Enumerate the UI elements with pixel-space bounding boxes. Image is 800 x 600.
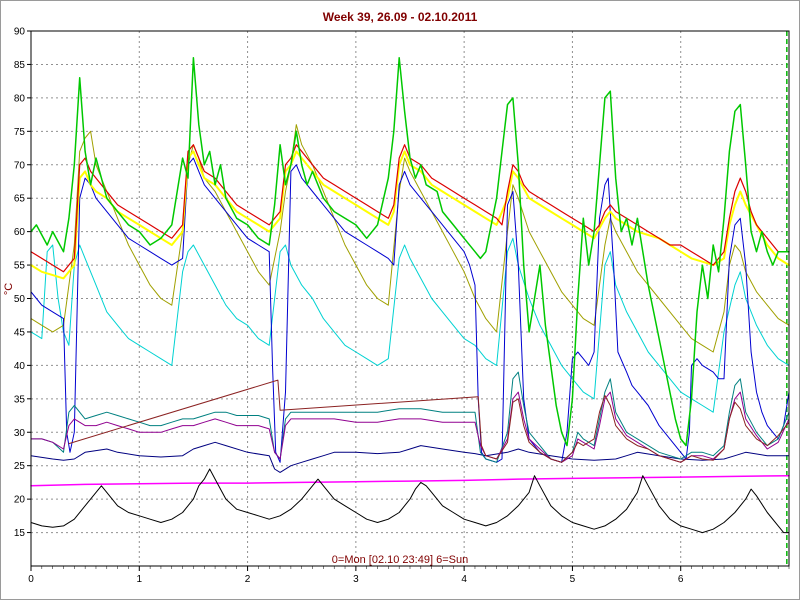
series-dark-red xyxy=(68,379,790,463)
series-red xyxy=(30,144,790,273)
svg-text:55: 55 xyxy=(14,261,26,272)
series-black xyxy=(30,468,790,534)
svg-text:2: 2 xyxy=(245,574,251,585)
svg-text:75: 75 xyxy=(14,127,26,138)
svg-text:30: 30 xyxy=(14,428,26,439)
svg-text:4: 4 xyxy=(461,574,467,585)
svg-text:60: 60 xyxy=(14,227,26,238)
svg-text:85: 85 xyxy=(14,60,26,71)
svg-text:65: 65 xyxy=(14,194,26,205)
series-magenta xyxy=(30,474,790,487)
y-axis-unit-label: °C xyxy=(3,282,15,296)
svg-text:80: 80 xyxy=(14,93,26,104)
series-olive xyxy=(30,124,790,353)
svg-text:0: 0 xyxy=(28,574,34,585)
svg-text:5: 5 xyxy=(570,574,576,585)
series-navy xyxy=(30,441,790,473)
svg-text:1: 1 xyxy=(137,574,143,585)
x-axis-note: 0=Mon [02.10 23:49] 6=Sun xyxy=(331,554,469,566)
svg-text:40: 40 xyxy=(14,361,26,372)
svg-text:6: 6 xyxy=(678,574,684,585)
svg-text:70: 70 xyxy=(14,160,26,171)
svg-text:90: 90 xyxy=(14,27,26,38)
svg-text:20: 20 xyxy=(14,495,26,506)
series-cyan xyxy=(30,237,790,413)
series-teal xyxy=(30,371,790,463)
svg-text:45: 45 xyxy=(14,327,26,338)
svg-text:35: 35 xyxy=(14,394,26,405)
svg-text:15: 15 xyxy=(14,528,26,539)
series-blue xyxy=(30,157,790,463)
series-purple xyxy=(30,391,790,463)
svg-text:3: 3 xyxy=(353,574,359,585)
svg-text:50: 50 xyxy=(14,294,26,305)
svg-text:25: 25 xyxy=(14,461,26,472)
chart-title: Week 39, 26.09 - 02.10.2011 xyxy=(322,10,478,24)
series-green xyxy=(30,57,790,447)
